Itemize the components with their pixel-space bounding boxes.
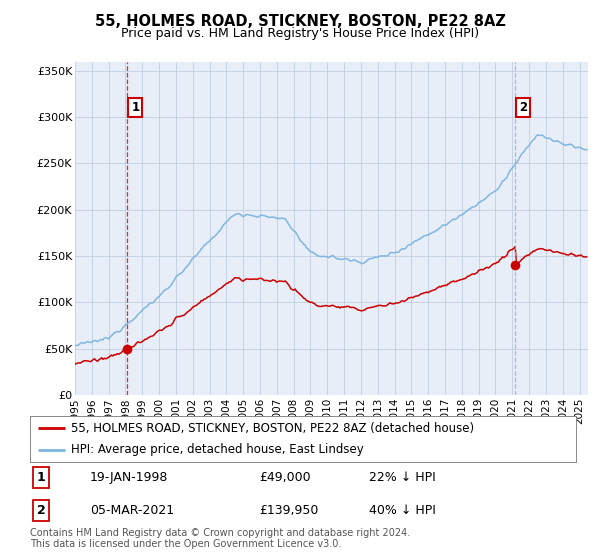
Text: HPI: Average price, detached house, East Lindsey: HPI: Average price, detached house, East… [71, 443, 364, 456]
Text: 1: 1 [37, 471, 45, 484]
Text: 19-JAN-1998: 19-JAN-1998 [90, 471, 169, 484]
Text: 2: 2 [520, 101, 527, 114]
Text: Price paid vs. HM Land Registry's House Price Index (HPI): Price paid vs. HM Land Registry's House … [121, 27, 479, 40]
Text: 55, HOLMES ROAD, STICKNEY, BOSTON, PE22 8AZ: 55, HOLMES ROAD, STICKNEY, BOSTON, PE22 … [95, 14, 505, 29]
Text: £49,000: £49,000 [259, 471, 311, 484]
Text: 2: 2 [37, 504, 45, 517]
Text: 40% ↓ HPI: 40% ↓ HPI [368, 504, 436, 517]
Text: £139,950: £139,950 [259, 504, 319, 517]
Text: 55, HOLMES ROAD, STICKNEY, BOSTON, PE22 8AZ (detached house): 55, HOLMES ROAD, STICKNEY, BOSTON, PE22 … [71, 422, 474, 435]
Text: Contains HM Land Registry data © Crown copyright and database right 2024.
This d: Contains HM Land Registry data © Crown c… [30, 528, 410, 549]
Text: 05-MAR-2021: 05-MAR-2021 [90, 504, 174, 517]
Text: 1: 1 [131, 101, 139, 114]
Text: 22% ↓ HPI: 22% ↓ HPI [368, 471, 435, 484]
